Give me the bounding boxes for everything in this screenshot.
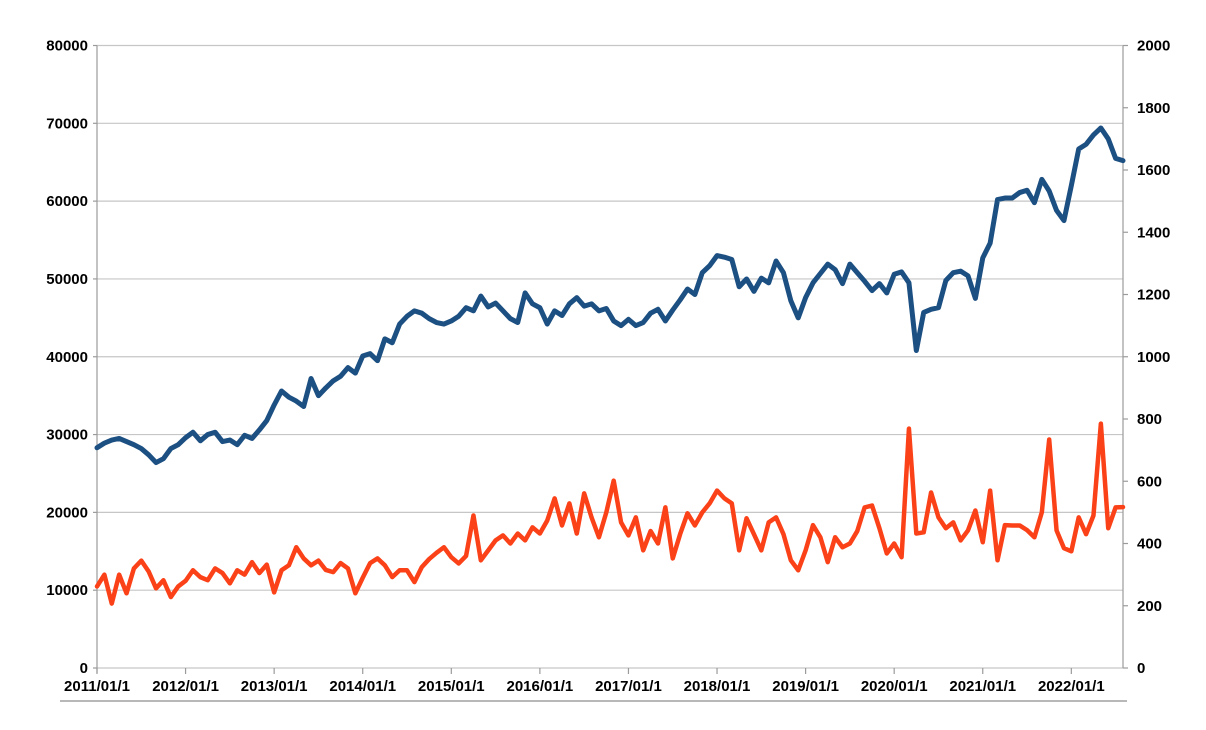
x-axis-tick-label: 2017/01/1 — [595, 678, 662, 695]
x-axis-tick-label: 2014/01/1 — [329, 678, 396, 695]
x-axis-tick-label: 2016/01/1 — [507, 678, 574, 695]
x-axis-tick-label: 2013/01/1 — [241, 678, 308, 695]
x-axis-tick-label: 2020/01/1 — [861, 678, 928, 695]
series-dark-blue-line — [94, 125, 1126, 466]
x-axis-tick-label: 2019/01/1 — [772, 678, 839, 695]
x-axis-tick-label: 2022/01/1 — [1038, 678, 1105, 695]
left-axis-tick-label: 50000 — [46, 271, 88, 288]
right-axis-tick-label: 1200 — [1137, 287, 1170, 304]
right-axis-tick-label: 2000 — [1137, 38, 1170, 55]
left-axis-tick-label: 10000 — [46, 582, 88, 599]
right-axis-tick-label: 200 — [1137, 598, 1162, 615]
left-axis-tick-label: 80000 — [46, 38, 88, 55]
left-axis-tick-label: 0 — [80, 660, 88, 677]
series-orange-red-line — [94, 421, 1126, 606]
right-axis-tick-label: 1800 — [1137, 100, 1170, 117]
right-axis-tick-label: 1600 — [1137, 162, 1170, 179]
left-axis-tick-label: 60000 — [46, 193, 88, 210]
right-axis-tick-label: 0 — [1137, 660, 1145, 677]
left-axis-tick-label: 30000 — [46, 427, 88, 444]
right-axis-tick-label: 1400 — [1137, 224, 1170, 241]
left-axis-tick-label: 20000 — [46, 504, 88, 521]
x-axis-tick-label: 2012/01/1 — [152, 678, 219, 695]
x-axis-tick-label: 2021/01/1 — [949, 678, 1016, 695]
right-axis-tick-label: 400 — [1137, 536, 1162, 553]
x-axis-tick-label: 2015/01/1 — [418, 678, 485, 695]
right-axis-tick-label: 1000 — [1137, 349, 1170, 366]
x-axis-tick-label: 2011/01/1 — [64, 678, 130, 695]
left-axis-tick-label: 70000 — [46, 115, 88, 132]
right-axis-tick-label: 800 — [1137, 411, 1162, 428]
right-axis-tick-label: 600 — [1137, 473, 1162, 490]
left-axis-tick-label: 40000 — [46, 349, 88, 366]
x-axis-tick-label: 2018/01/1 — [684, 678, 751, 695]
